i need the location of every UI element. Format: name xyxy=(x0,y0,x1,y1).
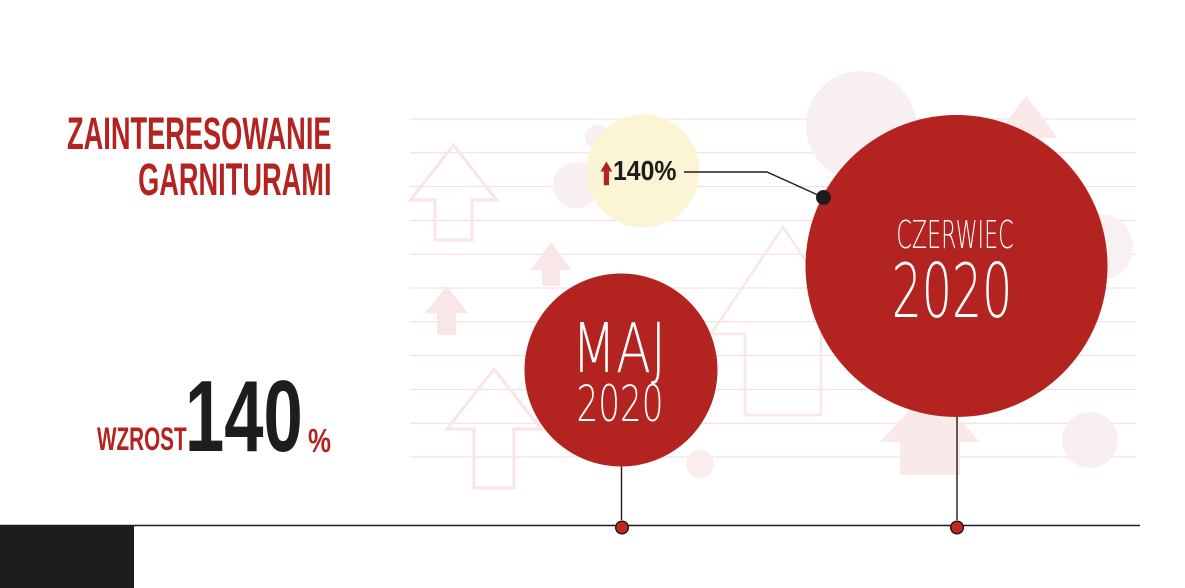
may-year-text: 2020 xyxy=(575,375,664,434)
title-line2: GARNITURAMI xyxy=(138,153,332,205)
timeline-dot-june[interactable] xyxy=(949,520,965,535)
decor-arrow-filled-icon xyxy=(530,242,572,286)
title-line1: ZAINTERESOWANIE xyxy=(67,108,332,160)
may-year-label: 2020 xyxy=(470,379,770,429)
growth-unit: % xyxy=(307,422,331,460)
ruled-lines xyxy=(410,118,1136,458)
decor-arrow-filled-icon xyxy=(880,388,980,475)
timeline-dot-may[interactable] xyxy=(614,520,630,535)
decor-arrow-outline-icon xyxy=(407,142,500,242)
annotation-connector-line xyxy=(684,171,824,199)
decor-circle xyxy=(1062,412,1118,468)
decor-arrow-filled-icon xyxy=(425,286,468,335)
arrow-up-icon xyxy=(600,161,613,186)
bubble-may[interactable] xyxy=(524,273,718,467)
may-month-label: MAJ xyxy=(469,315,769,384)
june-year-label: 2020 xyxy=(802,246,1102,335)
june-month-label: CZERWIEC xyxy=(805,212,1105,258)
june-month-text: CZERWIEC xyxy=(896,212,1014,258)
decor-arrow-outline-icon xyxy=(443,366,545,490)
growth-value: 140 xyxy=(184,359,303,474)
annotation-value: 140% xyxy=(612,155,677,187)
decor-circle xyxy=(686,450,714,478)
highlight-circle xyxy=(586,114,700,228)
corner-block xyxy=(0,525,134,588)
page-title: ZAINTERESOWANIE GARNITURAMI xyxy=(0,111,332,202)
may-month-text: MAJ xyxy=(571,309,666,389)
bubble-june[interactable] xyxy=(805,115,1108,417)
growth-label: WZROST xyxy=(96,421,187,457)
june-year-text: 2020 xyxy=(892,246,1013,335)
annotation-anchor-dot xyxy=(816,190,831,205)
